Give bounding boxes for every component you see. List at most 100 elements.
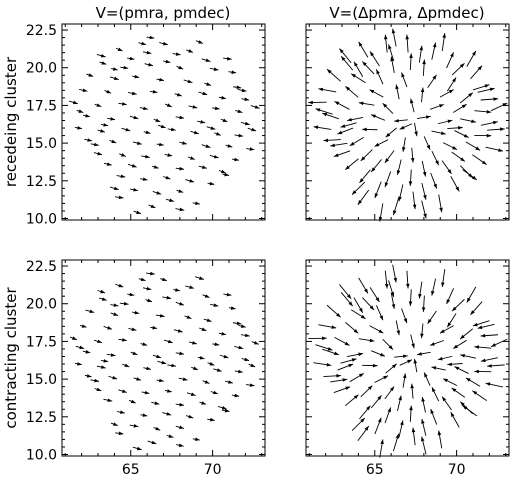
vector-head <box>166 412 172 416</box>
vector-head <box>396 330 401 336</box>
vector-head <box>387 407 391 413</box>
x-tick-label: 65 <box>122 462 140 478</box>
vector-head <box>334 101 340 106</box>
vector-head <box>486 110 492 114</box>
vector-head <box>100 53 106 58</box>
vector-head <box>133 424 139 428</box>
vector-head <box>201 401 207 405</box>
vector-head <box>460 354 465 358</box>
vector-head <box>408 181 413 186</box>
vector-head <box>182 377 188 381</box>
vector-head <box>491 343 496 347</box>
vector-head <box>395 84 399 90</box>
vector-head <box>213 154 219 159</box>
vector-head <box>107 326 113 330</box>
vector-head <box>421 436 425 442</box>
vector-head <box>93 142 99 147</box>
vector-head <box>244 97 250 102</box>
vector-head <box>383 375 389 380</box>
vector-head <box>188 414 194 419</box>
vector-head <box>176 92 182 97</box>
vector-head <box>367 385 373 390</box>
vector-head <box>477 65 483 71</box>
vector-head <box>96 103 102 107</box>
vector-head <box>113 76 119 81</box>
vector-head <box>175 52 181 56</box>
panels: 10.0 12.5 15.0 17.5 20.0 22.5 65 70 10.0 12.5 15.0… <box>26 23 510 478</box>
vector-head <box>371 114 376 119</box>
vector-head <box>179 166 185 171</box>
vector-head <box>179 301 184 306</box>
vector-head <box>439 207 443 213</box>
vector-head <box>142 413 148 417</box>
vector-head <box>152 89 158 94</box>
vector-head <box>433 183 437 189</box>
vector-head <box>358 101 364 106</box>
vector-head <box>426 144 431 150</box>
vector-head <box>253 340 259 345</box>
vector-head <box>351 73 356 78</box>
vector-head <box>384 283 389 289</box>
vector-head <box>165 59 171 64</box>
vector-head <box>431 290 435 296</box>
vector-head <box>121 102 127 106</box>
vector-head <box>125 127 131 132</box>
vector-head <box>453 344 458 349</box>
vector-head <box>347 117 352 122</box>
vector-head <box>315 108 321 112</box>
vector-head <box>117 47 123 52</box>
vector-head <box>96 387 102 392</box>
vector-head <box>205 144 211 148</box>
vector-head <box>193 366 198 370</box>
row-label-top: recedeing cluster <box>2 56 20 187</box>
vector-head <box>388 44 392 50</box>
vector-head <box>394 118 399 123</box>
vector-head <box>443 378 448 383</box>
vector-head <box>155 426 161 431</box>
vector-head <box>341 56 346 61</box>
vector-head <box>136 210 141 214</box>
vector-head <box>422 171 427 177</box>
vector-head <box>472 175 477 180</box>
vector-head <box>110 353 116 357</box>
vector-head <box>346 294 352 299</box>
vector-head <box>111 139 117 143</box>
vector-head <box>345 86 351 91</box>
vector-head <box>410 383 414 389</box>
vector-head <box>498 148 503 152</box>
vector-head <box>134 310 140 315</box>
vector-head <box>170 127 176 132</box>
vector-head <box>221 95 226 100</box>
vector-head <box>156 354 162 359</box>
vector-head <box>140 277 146 282</box>
vector-head <box>354 61 358 67</box>
vector-head <box>77 126 82 130</box>
vector-head <box>420 333 424 339</box>
vector-head <box>199 355 205 360</box>
vector-head <box>214 106 220 111</box>
vector-head <box>398 196 402 202</box>
vector-head <box>71 336 77 340</box>
vector-head <box>81 324 87 328</box>
vector-head <box>178 189 184 193</box>
vector-head <box>472 50 476 56</box>
axes-frame <box>61 23 266 221</box>
vector-head <box>351 190 357 195</box>
vector-head <box>145 154 150 159</box>
vector-head <box>179 351 184 356</box>
vector-head <box>369 338 375 343</box>
col-title-left: V=(pmra, pmdec) <box>96 4 231 22</box>
vector-head <box>251 127 257 132</box>
vector-head <box>447 362 452 367</box>
vector-head <box>400 420 404 426</box>
vector-head <box>249 147 255 151</box>
vector-head <box>159 142 164 147</box>
vector-head <box>384 182 389 188</box>
vector-head <box>86 374 92 378</box>
vector-head <box>485 382 491 386</box>
vector-head <box>308 100 313 105</box>
vector-head <box>221 406 227 410</box>
vector-head <box>112 375 118 380</box>
y-tick-label: 17.5 <box>26 98 57 114</box>
vector-head <box>131 164 137 168</box>
